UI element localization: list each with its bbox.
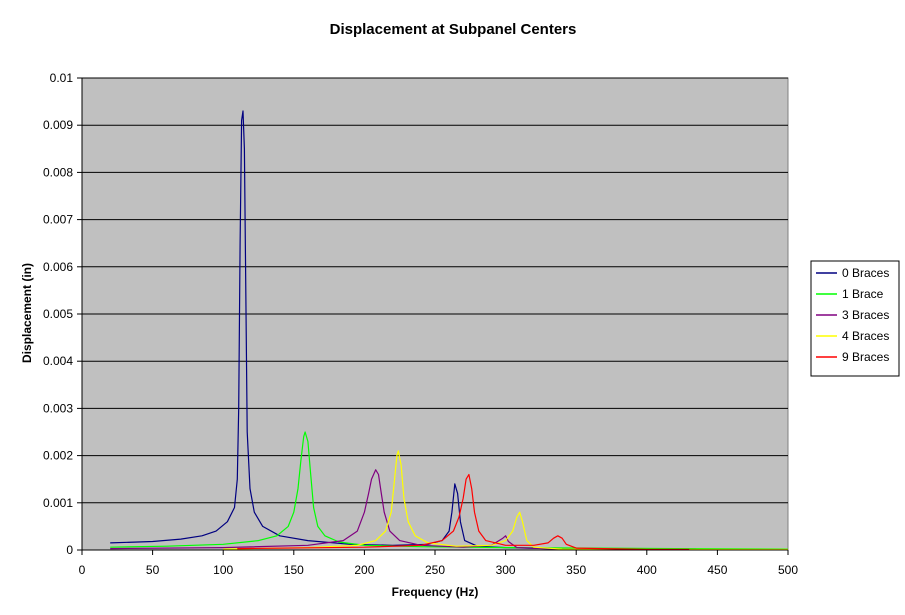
series-line-9-braces xyxy=(237,473,690,551)
y-axis-title: Displacement (in) xyxy=(20,263,34,363)
x-tick-label: 0 xyxy=(79,563,86,577)
series-line-0-braces xyxy=(110,110,697,551)
chart-title: Displacement at Subpanel Centers xyxy=(330,21,577,38)
legend: 0 Braces 1 Brace 3 Braces 4 Braces 9 Braces xyxy=(810,260,900,377)
x-tick-label: 150 xyxy=(284,563,304,577)
plot-area xyxy=(81,77,789,551)
legend-label: 0 Braces xyxy=(842,266,889,280)
x-tick-label: 250 xyxy=(425,563,445,577)
x-tick-label: 350 xyxy=(566,563,586,577)
legend-label: 1 Brace xyxy=(842,287,884,301)
y-tick-label: 0.007 xyxy=(43,213,73,227)
y-tick-label: 0.001 xyxy=(43,496,73,510)
y-tick-label: 0.006 xyxy=(43,260,73,274)
y-tick-label: 0.002 xyxy=(43,449,73,463)
x-tick-label: 400 xyxy=(637,563,657,577)
y-tick-label: 0.004 xyxy=(43,354,73,368)
x-tick-label: 300 xyxy=(496,563,516,577)
legend-label: 9 Braces xyxy=(842,350,889,364)
series-line-4-braces xyxy=(223,450,788,551)
x-tick-label: 200 xyxy=(354,563,374,577)
y-tick-label: 0.003 xyxy=(43,401,73,415)
y-tick-label: 0 xyxy=(66,543,73,557)
y-tick-label: 0.009 xyxy=(43,118,73,132)
legend-label: 4 Braces xyxy=(842,329,889,343)
y-tick-label: 0.008 xyxy=(43,165,73,179)
y-tick-label: 0.01 xyxy=(50,71,74,85)
series-line-3-braces xyxy=(110,469,697,551)
y-tick-label: 0.005 xyxy=(43,307,73,321)
x-tick-label: 500 xyxy=(778,563,798,577)
axes: 0 0.001 0.002 0.003 0.004 0.005 0.006 0.007 0.00… xyxy=(43,71,798,577)
x-tick-label: 450 xyxy=(707,563,727,577)
series-group xyxy=(110,110,789,551)
x-axis-title: Frequency (Hz) xyxy=(392,585,479,599)
legend-label: 3 Braces xyxy=(842,308,889,322)
x-tick-label: 100 xyxy=(213,563,233,577)
x-tick-label: 50 xyxy=(146,563,160,577)
